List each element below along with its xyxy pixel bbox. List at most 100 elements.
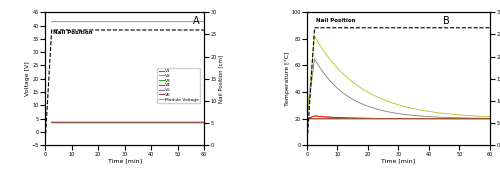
V2: [198, 121, 204, 124]
V6: [48, 121, 54, 124]
TC 12: [484, 118, 490, 120]
V2: [49, 121, 55, 124]
TC 6: [325, 118, 331, 120]
Module Voltage: [64, 20, 70, 23]
TC 5: [464, 118, 469, 120]
TC 5: [487, 118, 493, 120]
TC 15: [487, 118, 493, 120]
TC 4: [484, 118, 490, 120]
V1: [164, 121, 170, 124]
TC 9: [487, 116, 493, 118]
TC 1: [464, 118, 469, 120]
TC 16: [325, 118, 331, 120]
V2: [201, 121, 207, 124]
V5: [64, 121, 70, 124]
TC 13: [304, 118, 310, 120]
Text: B: B: [443, 16, 450, 26]
TC 15: [484, 118, 490, 120]
TC 2: [484, 118, 490, 120]
TC 4: [312, 115, 318, 117]
TC 10: [484, 118, 490, 120]
TC 12: [374, 118, 380, 120]
TC 9: [325, 55, 331, 58]
V6: [64, 121, 70, 124]
TC 2: [487, 118, 493, 120]
V4: [48, 121, 54, 123]
TC 5: [304, 118, 310, 120]
TC 12: [382, 118, 388, 120]
TC 2: [304, 118, 310, 120]
TC 15: [464, 118, 469, 120]
TC 9: [336, 68, 342, 70]
V4: [201, 121, 207, 123]
TC 3: [325, 118, 331, 120]
V5: [56, 121, 62, 124]
TC 16: [374, 118, 380, 120]
TC 10: [325, 118, 331, 120]
TC 12: [304, 118, 310, 120]
Text: A: A: [193, 16, 200, 26]
TC 13: [325, 118, 331, 120]
TC 15: [374, 118, 380, 120]
TC 11: [382, 118, 388, 120]
TC 9: [464, 114, 469, 117]
V5: [48, 121, 54, 124]
TC 13: [336, 118, 342, 120]
V4: [49, 121, 55, 123]
V3: [198, 121, 204, 124]
TC 14: [484, 118, 490, 120]
TC 7: [336, 118, 342, 120]
TC 7: [382, 118, 388, 120]
Text: Nail Position: Nail Position: [316, 18, 356, 23]
TC 4: [336, 117, 342, 119]
V5: [198, 121, 204, 124]
TC 6: [487, 118, 493, 120]
TC 4: [382, 117, 388, 120]
V4: [198, 121, 204, 123]
TC 2: [382, 118, 388, 120]
TC 3: [336, 118, 342, 120]
TC 11: [487, 118, 493, 120]
TC 6: [336, 118, 342, 120]
V4: [64, 121, 70, 123]
TC 9: [312, 35, 318, 37]
TC 12: [336, 118, 342, 120]
Module Voltage: [56, 20, 62, 23]
Module Voltage: [49, 20, 55, 23]
TC 1: [325, 118, 331, 120]
TC 3: [374, 118, 380, 120]
V4: [62, 121, 68, 123]
TC 14: [336, 117, 342, 119]
TC 6: [484, 118, 490, 120]
TC 7: [304, 118, 310, 120]
Module Voltage: [62, 20, 68, 23]
TC 8: [304, 118, 310, 120]
V2: [48, 121, 54, 124]
V3: [62, 121, 68, 124]
TC 6: [304, 118, 310, 120]
TC 8: [484, 117, 490, 119]
TC 7: [487, 118, 493, 120]
TC 11: [325, 118, 331, 120]
TC 3: [304, 118, 310, 120]
V1: [198, 121, 204, 124]
TC 3: [464, 118, 469, 120]
TC 13: [484, 118, 490, 120]
TC 9: [374, 96, 380, 98]
TC 15: [336, 118, 342, 120]
TC 13: [374, 118, 380, 120]
TC 4: [374, 117, 380, 120]
Text: Nail Position: Nail Position: [53, 30, 92, 34]
TC 8: [487, 117, 493, 119]
V2: [56, 121, 62, 124]
V3: [48, 121, 54, 124]
TC 1: [336, 118, 342, 120]
Y-axis label: Nail Position [cm]: Nail Position [cm]: [218, 55, 223, 103]
Line: TC 4: TC 4: [307, 116, 490, 119]
TC 2: [374, 118, 380, 120]
TC 14: [325, 116, 331, 118]
Line: TC 9: TC 9: [307, 36, 490, 119]
V1: [62, 121, 68, 124]
V6: [62, 121, 68, 124]
TC 7: [325, 118, 331, 120]
